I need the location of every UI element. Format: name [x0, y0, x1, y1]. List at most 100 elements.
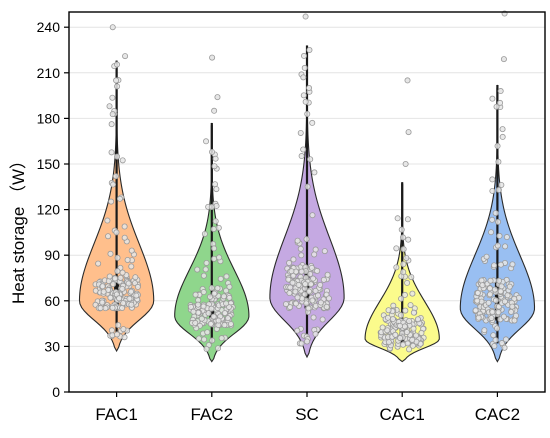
data-point: [408, 274, 415, 281]
data-point: [201, 230, 208, 237]
data-point: [120, 300, 127, 307]
data-point: [506, 283, 513, 290]
data-point: [498, 283, 505, 290]
data-point: [409, 290, 416, 297]
data-point: [508, 308, 515, 315]
data-point: [497, 99, 504, 106]
data-point: [309, 119, 316, 126]
data-point: [298, 268, 305, 275]
data-point: [294, 294, 301, 301]
data-point: [100, 288, 107, 295]
data-point: [489, 187, 496, 194]
y-axis-title: Heat storage （W）: [9, 152, 28, 304]
data-point: [114, 153, 121, 160]
x-tick-label: CAC2: [475, 405, 520, 424]
data-point: [108, 149, 115, 156]
data-point: [192, 291, 199, 298]
data-point: [216, 254, 223, 261]
outlier-point: [300, 74, 307, 81]
data-point: [295, 281, 302, 288]
data-point: [287, 304, 294, 311]
data-point: [99, 283, 106, 290]
data-point: [217, 275, 224, 282]
data-point: [108, 198, 115, 205]
data-point: [487, 277, 494, 284]
data-point: [498, 181, 505, 188]
data-point: [394, 215, 401, 222]
data-point: [389, 316, 396, 323]
data-point: [109, 94, 116, 101]
data-point: [114, 83, 121, 90]
data-point: [215, 224, 222, 231]
data-point: [502, 243, 509, 250]
data-point: [297, 129, 304, 136]
data-point: [309, 297, 316, 304]
outlier-point: [214, 94, 221, 101]
data-point: [298, 252, 305, 259]
data-point: [134, 283, 141, 290]
data-point: [108, 327, 115, 334]
data-point: [211, 245, 218, 252]
data-point: [497, 261, 504, 268]
data-point: [128, 247, 135, 254]
outlier-point: [109, 24, 116, 31]
data-point: [109, 304, 116, 311]
data-point: [488, 315, 495, 322]
data-point: [312, 246, 319, 253]
data-point: [301, 291, 308, 298]
data-point: [126, 295, 133, 302]
data-point: [400, 261, 407, 268]
outlier-point: [211, 107, 218, 114]
data-point: [116, 295, 123, 302]
violin-fac2: [174, 54, 250, 363]
data-point: [475, 314, 482, 321]
data-point: [308, 264, 315, 271]
data-point: [212, 155, 219, 162]
data-point: [211, 290, 218, 297]
data-point: [292, 288, 299, 295]
data-point: [128, 301, 135, 308]
data-point: [207, 293, 214, 300]
outlier-point: [405, 129, 412, 136]
data-point: [404, 340, 411, 347]
data-point: [314, 267, 321, 274]
data-point: [128, 288, 135, 295]
data-point: [413, 332, 420, 339]
outlier-point: [497, 88, 504, 95]
data-point: [208, 305, 215, 312]
data-point: [107, 294, 114, 301]
y-tick-label: 90: [44, 247, 60, 263]
data-point: [478, 277, 485, 284]
data-point: [114, 61, 121, 68]
data-point: [400, 246, 407, 253]
data-point: [300, 92, 307, 99]
data-points: [92, 24, 141, 341]
data-point: [288, 268, 295, 275]
data-point: [218, 335, 225, 342]
data-point: [112, 173, 119, 180]
outlier-point: [106, 103, 113, 110]
data-point: [404, 216, 411, 223]
data-point: [483, 253, 490, 260]
data-point: [113, 229, 120, 236]
data-point: [290, 256, 297, 263]
data-point: [289, 279, 296, 286]
data-point: [302, 98, 309, 105]
y-tick-labels: 0 30 60 90 120 150 180 210 240: [37, 19, 61, 400]
data-point: [397, 322, 404, 329]
data-point: [110, 281, 117, 288]
data-point: [311, 169, 318, 176]
data-point: [220, 293, 227, 300]
data-point: [195, 335, 202, 342]
x-tick-label: FAC2: [191, 405, 234, 424]
data-point: [121, 223, 128, 230]
data-point: [499, 126, 506, 133]
data-point: [399, 234, 406, 241]
violin-fac1: [78, 24, 155, 353]
data-point: [501, 298, 508, 305]
data-points: [472, 10, 522, 351]
data-point: [102, 305, 109, 312]
data-point: [282, 301, 289, 308]
data-point: [119, 304, 126, 311]
data-point: [503, 234, 510, 241]
